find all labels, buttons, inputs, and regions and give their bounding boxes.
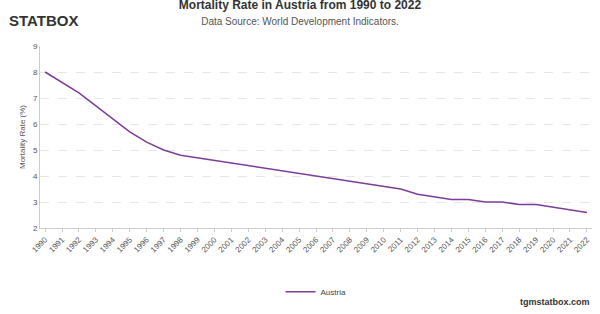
svg-text:Austria: Austria [321,288,346,297]
svg-text:1992: 1992 [64,235,83,254]
svg-text:1995: 1995 [115,235,134,254]
svg-text:2: 2 [33,224,38,233]
svg-text:2009: 2009 [352,235,371,254]
svg-text:1994: 1994 [98,235,117,254]
svg-text:2016: 2016 [471,235,490,254]
svg-text:2019: 2019 [521,235,540,254]
svg-text:Mortality Rate (%): Mortality Rate (%) [18,105,27,169]
svg-text:2010: 2010 [369,235,388,254]
svg-text:2008: 2008 [335,235,354,254]
svg-text:2011: 2011 [386,235,405,254]
svg-text:2018: 2018 [504,235,523,254]
svg-text:STATBOX: STATBOX [9,12,78,29]
svg-text:2004: 2004 [267,235,286,254]
svg-text:2014: 2014 [437,235,456,254]
svg-text:9: 9 [33,42,38,51]
svg-text:tgmstatbox.com: tgmstatbox.com [520,297,590,307]
svg-text:2022: 2022 [572,235,591,254]
svg-text:6: 6 [33,120,38,129]
svg-text:2006: 2006 [301,235,320,254]
svg-text:2002: 2002 [234,235,253,254]
svg-text:2001: 2001 [217,235,236,254]
svg-text:1997: 1997 [149,235,168,254]
svg-text:2017: 2017 [488,235,507,254]
svg-text:2015: 2015 [454,235,473,254]
svg-text:1993: 1993 [81,235,100,254]
svg-text:7: 7 [33,94,38,103]
svg-text:1991: 1991 [47,235,66,254]
svg-text:2021: 2021 [555,235,574,254]
svg-text:1999: 1999 [183,235,202,254]
svg-text:5: 5 [33,146,38,155]
svg-text:1996: 1996 [132,235,151,254]
svg-text:2003: 2003 [250,235,269,254]
svg-text:2005: 2005 [284,235,303,254]
svg-text:2000: 2000 [200,235,219,254]
svg-text:4: 4 [33,172,38,181]
svg-text:1998: 1998 [166,235,185,254]
svg-text:8: 8 [33,68,38,77]
svg-text:1990: 1990 [30,235,49,254]
svg-text:2007: 2007 [318,235,337,254]
svg-text:2020: 2020 [538,235,557,254]
svg-text:3: 3 [33,198,38,207]
svg-text:2012: 2012 [403,235,422,254]
svg-text:Mortality Rate in Austria from: Mortality Rate in Austria from 1990 to 2… [179,0,422,27]
svg-text:2013: 2013 [420,235,439,254]
